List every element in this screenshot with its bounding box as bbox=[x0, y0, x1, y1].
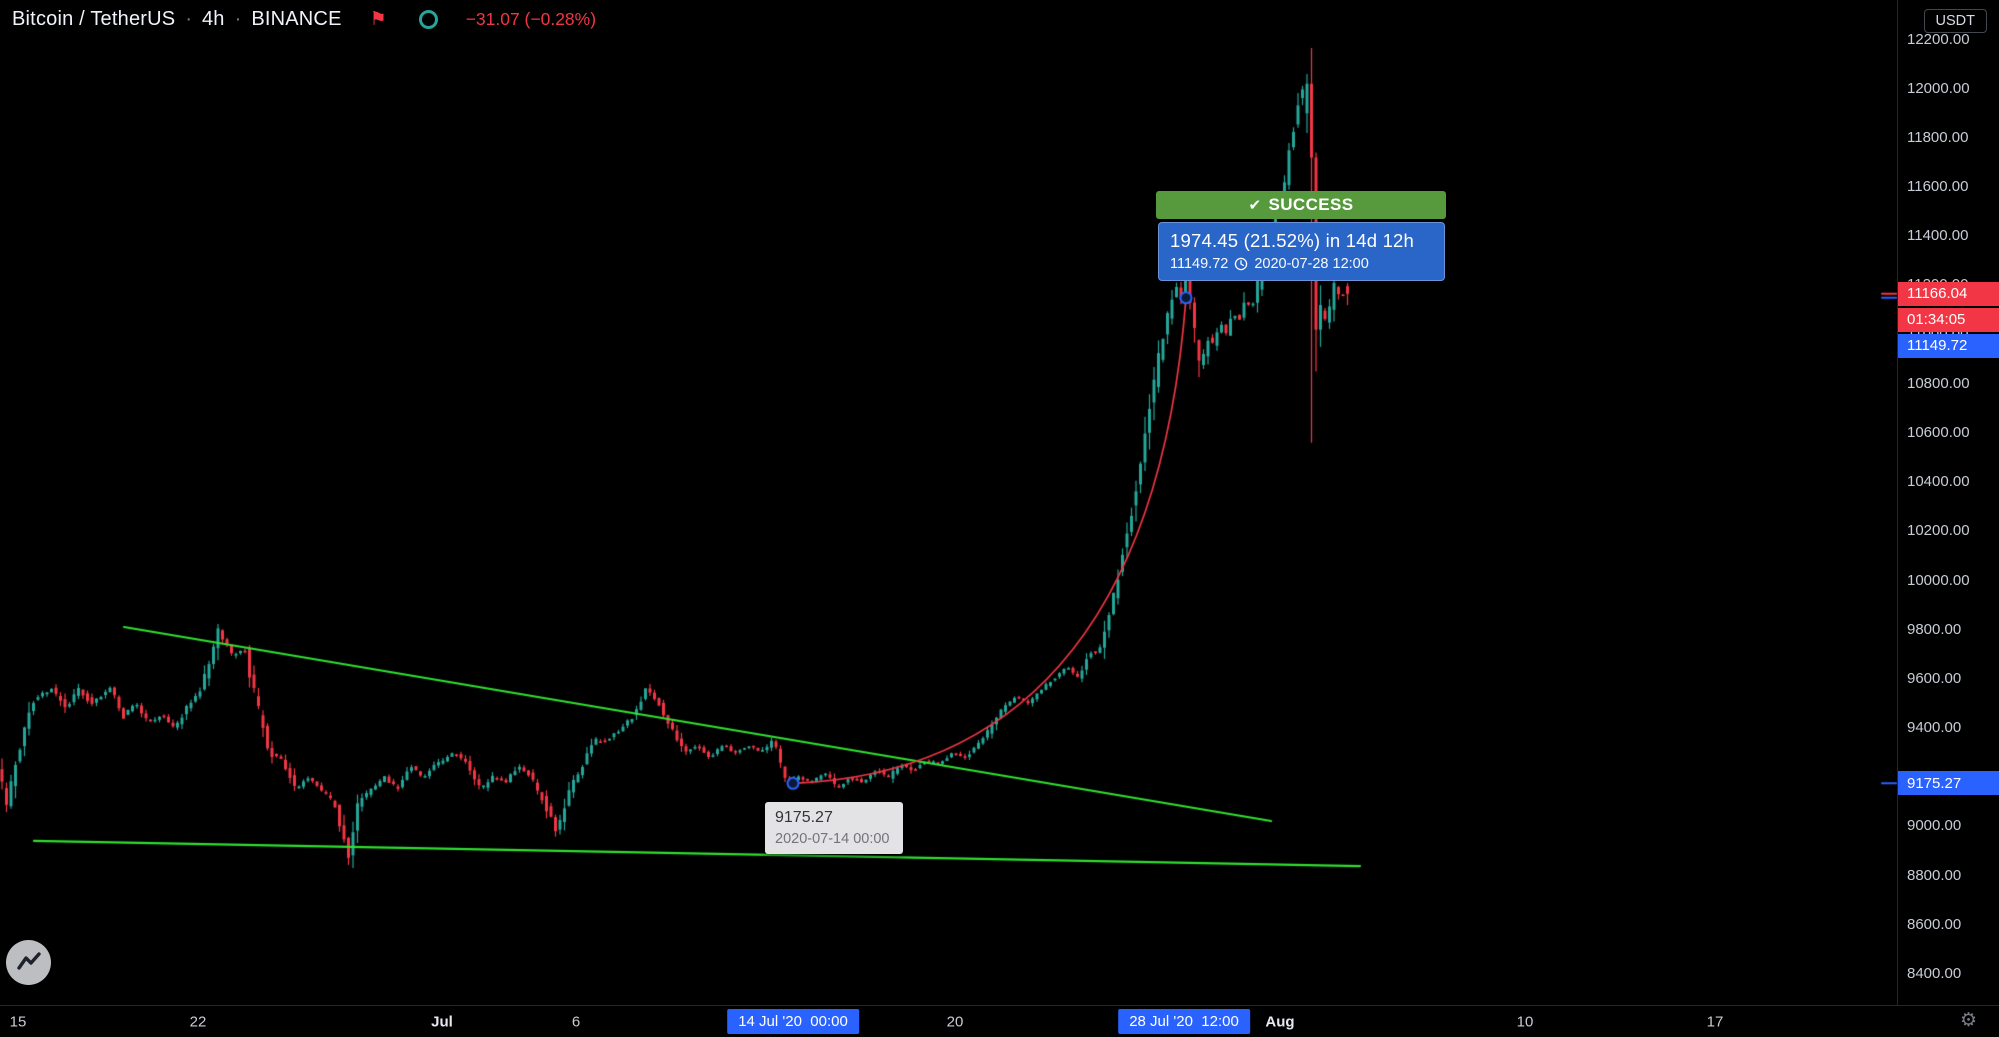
chart-legend: Bitcoin / TetherUS · 4h · BINANCE ⚑ −31.… bbox=[12, 8, 596, 31]
time-axis-label: 10 bbox=[1516, 1013, 1534, 1030]
point-time: 2020-07-14 00:00 bbox=[775, 831, 890, 847]
projection-datetime: 2020-07-28 12:00 bbox=[1254, 256, 1369, 272]
time-axis-label: 22 bbox=[189, 1013, 207, 1030]
price-axis-label: 11800.00 bbox=[1907, 128, 1969, 146]
price-axis-label: 10800.00 bbox=[1907, 374, 1970, 392]
countdown-value: 01:34:05 bbox=[1907, 311, 1966, 329]
price-axis-label: 12000.00 bbox=[1907, 79, 1970, 97]
interval-label[interactable]: 4h bbox=[201, 8, 225, 30]
projection-price-tag: 11149.72 bbox=[1898, 333, 1999, 358]
price-axis-label: 9400.00 bbox=[1907, 719, 1962, 737]
point-price: 9175.27 bbox=[775, 809, 833, 826]
separator-dot: · bbox=[185, 8, 192, 30]
symbol-title[interactable]: Bitcoin / TetherUS bbox=[12, 8, 176, 30]
success-banner: ✔ SUCCESS bbox=[1156, 191, 1446, 219]
success-label: SUCCESS bbox=[1268, 195, 1354, 214]
time-axis-label: 17 bbox=[1706, 1013, 1724, 1030]
time-axis-label: 6 bbox=[571, 1013, 581, 1030]
price-axis-label: 12200.00 bbox=[1907, 30, 1970, 48]
price-change-text: −31.07 (−0.28%) bbox=[465, 9, 597, 29]
time-axis-label: 20 bbox=[946, 1013, 964, 1030]
price-axis-label: 10200.00 bbox=[1907, 522, 1970, 540]
price-axis-label: 10000.00 bbox=[1907, 571, 1970, 589]
tradingview-logo[interactable] bbox=[6, 940, 51, 985]
bar-countdown-tag: 01:34:05 bbox=[1898, 307, 1999, 332]
time-axis-label: Aug bbox=[1265, 1013, 1295, 1030]
clock-icon bbox=[1235, 257, 1248, 271]
projection-detail: 11149.72 2020-07-28 12:00 bbox=[1170, 256, 1433, 272]
time-axis[interactable]: 15 22 Jul 6 20 Aug 10 17 14 Jul '20 00:00 28 Jul … bbox=[0, 1005, 1999, 1037]
settings-gear-icon[interactable]: ⚙ bbox=[1959, 1010, 1977, 1031]
logo-chart-glyph bbox=[16, 951, 41, 970]
price-axis-label: 9600.00 bbox=[1907, 669, 1962, 687]
price-axis[interactable]: 11166.04 01:34:05 11149.72 9175.27 12200… bbox=[1897, 0, 1999, 1005]
separator-dot: · bbox=[234, 8, 242, 30]
marker-price-tag: 9175.27 bbox=[1898, 771, 1999, 796]
time-axis-date-tag: 14 Jul '20 00:00 bbox=[727, 1009, 859, 1034]
time-axis-label: Jul bbox=[431, 1013, 453, 1030]
time-axis-date-tag: 28 Jul '20 12:00 bbox=[1118, 1009, 1250, 1034]
price-axis-label: 11600.00 bbox=[1907, 178, 1969, 196]
price-axis-label: 11400.00 bbox=[1907, 227, 1969, 245]
check-icon: ✔ bbox=[1248, 197, 1262, 214]
last-price-value: 11166.04 bbox=[1907, 285, 1968, 303]
projection-tooltip: 1974.45 (21.52%) in 14d 12h 11149.72 202… bbox=[1158, 222, 1445, 281]
price-point-tooltip: 9175.27 2020-07-14 00:00 bbox=[765, 802, 903, 854]
price-axis-label: 8800.00 bbox=[1907, 866, 1962, 884]
time-axis-label: 15 bbox=[9, 1013, 27, 1030]
price-axis-label: 10600.00 bbox=[1907, 423, 1970, 441]
marker-price-value: 9175.27 bbox=[1907, 774, 1962, 792]
projection-summary: 1974.45 (21.52%) in 14d 12h bbox=[1170, 230, 1415, 251]
price-axis-label: 10400.00 bbox=[1907, 473, 1970, 491]
last-price-tag: 11166.04 bbox=[1898, 281, 1999, 306]
currency-toggle-button[interactable]: USDT bbox=[1923, 9, 1987, 33]
anchor-price-value: 11149.72 bbox=[1907, 337, 1968, 355]
flag-icon[interactable]: ⚑ bbox=[369, 9, 387, 30]
price-axis-label: 9800.00 bbox=[1907, 620, 1962, 638]
price-axis-label: 8400.00 bbox=[1907, 965, 1962, 982]
price-axis-label: 8600.00 bbox=[1907, 915, 1962, 933]
projection-price: 11149.72 bbox=[1170, 256, 1229, 272]
price-axis-label: 9000.00 bbox=[1907, 817, 1962, 835]
connection-status-icon[interactable] bbox=[418, 10, 438, 29]
exchange-label[interactable]: BINANCE bbox=[251, 8, 342, 30]
